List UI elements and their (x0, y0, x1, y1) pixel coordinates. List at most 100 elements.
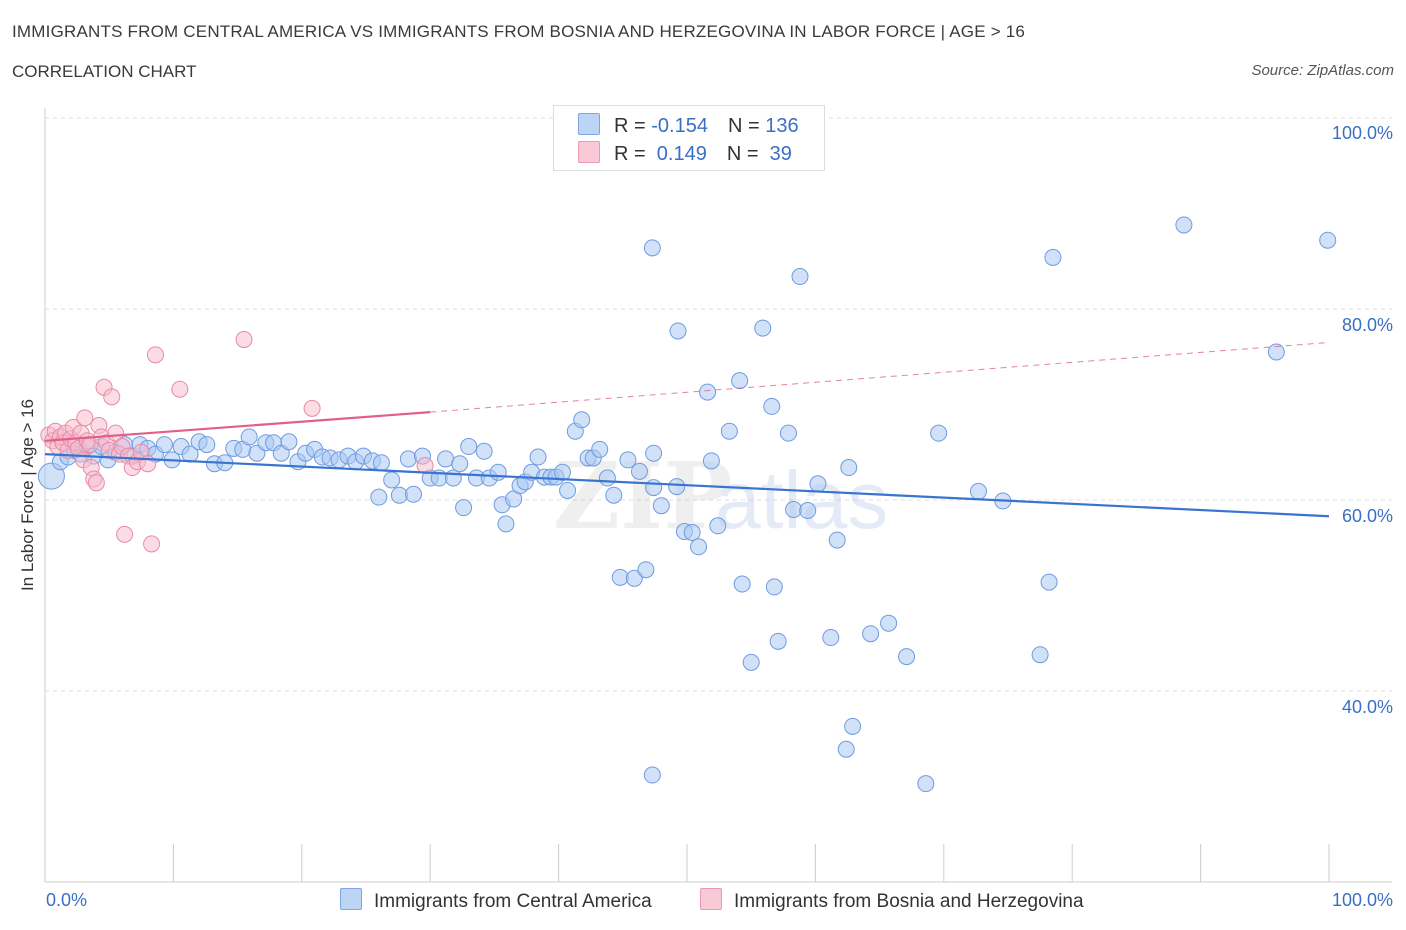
gridlines (45, 117, 1392, 692)
y-tick-60: 60.0% (1341, 506, 1393, 526)
data-point-central-america (769, 632, 787, 650)
data-point-central-america (437, 450, 455, 468)
data-point-central-america (475, 442, 493, 460)
legend-n-value: 136 (765, 115, 799, 137)
legend-item-label: Immigrants from Bosnia and Herzegovina (734, 891, 1084, 912)
data-point-central-america (785, 501, 803, 519)
data-point-central-america (840, 459, 858, 477)
data-point-central-america (645, 479, 663, 497)
data-point-central-america (765, 578, 783, 596)
data-point-central-america (444, 469, 462, 487)
data-point-central-america (630, 462, 648, 480)
data-point-central-america (460, 438, 478, 456)
data-point-central-america (709, 517, 727, 535)
data-point-central-america (559, 481, 577, 499)
legend-item-label: Immigrants from Central America (374, 891, 652, 912)
data-point-central-america (405, 485, 423, 503)
data-point-central-america (668, 478, 686, 496)
data-point-central-america (619, 451, 637, 469)
legend-swatch-pink (578, 141, 600, 163)
data-point-central-america (645, 444, 663, 462)
data-point-central-america (731, 372, 749, 390)
y-axis-label: In Labor Force | Age > 16 (18, 398, 37, 592)
data-point-central-america (598, 469, 616, 487)
data-point-central-america (930, 424, 948, 442)
data-point-bosnia (171, 380, 189, 398)
data-point-central-america (690, 538, 708, 556)
bosnia-points (40, 331, 434, 553)
legend-swatch-blue (578, 113, 600, 135)
data-point-central-america (370, 488, 388, 506)
data-point-central-america (809, 475, 827, 493)
data-point-bosnia (87, 474, 105, 492)
legend-item-central-america[interactable]: Immigrants from Central America (340, 888, 652, 913)
data-point-central-america (497, 515, 515, 533)
data-point-bosnia (143, 535, 161, 553)
data-point-central-america (733, 575, 751, 593)
data-point-central-america (1319, 231, 1337, 249)
data-point-central-america (643, 766, 661, 784)
data-point-central-america (553, 463, 571, 481)
data-point-central-america (844, 717, 862, 735)
data-point-central-america (791, 268, 809, 286)
data-point-central-america (591, 440, 609, 458)
data-point-central-america (625, 569, 643, 587)
legend-swatch-pink (700, 888, 722, 910)
data-point-central-america (720, 422, 738, 440)
legend-item-bosnia[interactable]: Immigrants from Bosnia and Herzegovina (700, 888, 1084, 913)
data-point-central-america (822, 629, 840, 647)
y-tick-100: 100.0% (1331, 123, 1393, 143)
data-point-central-america (669, 322, 687, 340)
data-point-central-america (1031, 646, 1049, 664)
data-point-central-america (683, 523, 701, 541)
data-point-central-america (799, 502, 817, 520)
data-point-central-america (637, 561, 655, 579)
data-point-central-america (763, 397, 781, 415)
legend-r-label: R = (614, 143, 652, 165)
data-point-bosnia (146, 346, 164, 364)
data-point-central-america (1267, 343, 1285, 361)
data-point-central-america (643, 239, 661, 257)
data-point-bosnia (235, 331, 253, 349)
data-point-central-america (702, 452, 720, 470)
chart-subtitle: CORRELATION CHART (12, 62, 197, 81)
data-point-central-america (390, 486, 408, 504)
data-point-central-america (898, 648, 916, 666)
legend-swatch-blue (340, 888, 362, 910)
data-point-central-america (399, 450, 417, 468)
x-tick-100: 100.0% (1331, 890, 1393, 910)
data-point-central-america (652, 497, 670, 515)
legend-row-bosnia: R = 0.149 N = 39 (578, 141, 792, 167)
data-point-central-america (280, 433, 298, 451)
data-point-central-america (969, 482, 987, 500)
legend-r-label: R = (614, 115, 652, 137)
data-point-central-america (372, 454, 390, 472)
data-point-central-america (862, 625, 880, 643)
data-point-central-america (742, 653, 760, 671)
data-point-central-america (754, 319, 772, 337)
data-point-central-america (699, 383, 717, 401)
data-point-central-america (917, 775, 935, 793)
data-point-central-america (455, 499, 473, 517)
central-america-points (37, 216, 1337, 793)
trendline-bosnia-dashed (430, 341, 1330, 413)
data-point-bosnia (103, 388, 121, 406)
x-tick-0: 0.0% (46, 890, 88, 910)
data-point-central-america (155, 436, 173, 454)
stats-legend: R = -0.154 N = 136 R = 0.149 N = 39 (553, 105, 825, 171)
data-point-bosnia (303, 399, 321, 417)
trendlines (44, 341, 1330, 518)
data-point-central-america (1044, 248, 1062, 266)
legend-n-label: N = (727, 115, 766, 137)
data-point-central-america (880, 614, 898, 632)
legend-r-value: 0.149 (651, 143, 707, 165)
data-point-central-america (529, 448, 547, 466)
series-legend: Immigrants from Central America Immigran… (0, 888, 1406, 918)
axes (44, 108, 1392, 883)
legend-n-value: 39 (764, 143, 792, 165)
data-point-central-america (605, 486, 623, 504)
data-point-central-america (779, 424, 797, 442)
data-point-central-america (1040, 573, 1058, 591)
data-point-central-america (611, 568, 629, 586)
data-point-central-america (383, 471, 401, 489)
